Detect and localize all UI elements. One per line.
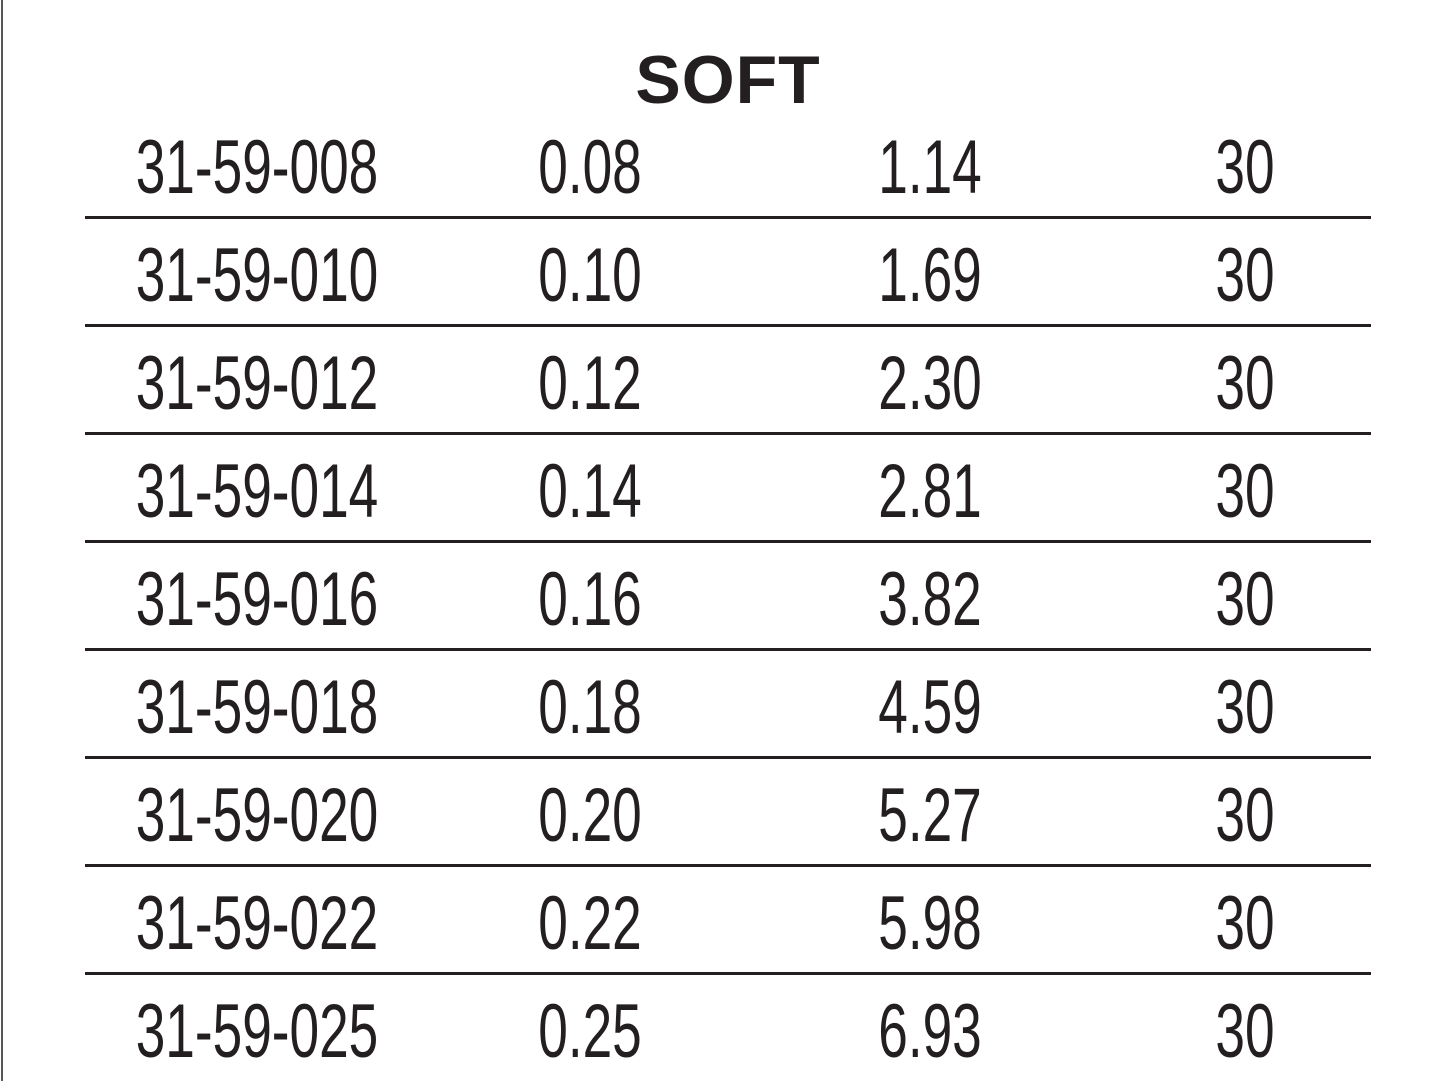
- table-cell: 0.10: [538, 233, 642, 318]
- table-title: SOFT: [635, 42, 821, 118]
- table-cell: 30: [1215, 449, 1275, 534]
- table-cell: 31-59-008: [135, 125, 379, 210]
- table-cell: 31-59-014: [135, 449, 379, 534]
- table-cell: 30: [1215, 557, 1275, 642]
- table-cell: 1.14: [878, 125, 982, 210]
- table-cell: 30: [1215, 665, 1275, 750]
- table-cell: 0.14: [538, 449, 642, 534]
- table-cell: 30: [1215, 233, 1275, 318]
- row-divider: [85, 324, 1371, 327]
- table-cell: 31-59-016: [135, 557, 379, 642]
- table-cell: 0.25: [538, 989, 642, 1074]
- table-cell: 31-59-020: [135, 773, 379, 858]
- table-cell: 0.20: [538, 773, 642, 858]
- table-cell: 0.22: [538, 881, 642, 966]
- table-cell: 31-59-012: [135, 341, 379, 426]
- border: [1, 0, 3, 1081]
- table-cell: 4.59: [878, 665, 982, 750]
- table-cell: 0.08: [538, 125, 642, 210]
- row-divider: [85, 756, 1371, 759]
- table-cell: 30: [1215, 773, 1275, 858]
- table-cell: 1.69: [878, 233, 982, 318]
- row-divider: [85, 540, 1371, 543]
- table-cell: 30: [1215, 125, 1275, 210]
- table-cell: 5.27: [878, 773, 982, 858]
- table-cell: 30: [1215, 881, 1275, 966]
- table-cell: 0.18: [538, 665, 642, 750]
- table-cell: 31-59-022: [135, 881, 379, 966]
- row-divider: [85, 972, 1371, 975]
- table-cell: 31-59-018: [135, 665, 379, 750]
- table-cell: 5.98: [878, 881, 982, 966]
- row-divider: [85, 864, 1371, 867]
- table-cell: 0.12: [538, 341, 642, 426]
- table-cell: 2.30: [878, 341, 982, 426]
- row-divider: [85, 432, 1371, 435]
- table-cell: 31-59-010: [135, 233, 379, 318]
- row-divider: [85, 648, 1371, 651]
- row-divider: [85, 216, 1371, 219]
- table-cell: 30: [1215, 341, 1275, 426]
- table-cell: 6.93: [878, 989, 982, 1074]
- table-cell: 30: [1215, 989, 1275, 1074]
- table-cell: 3.82: [878, 557, 982, 642]
- table-cell: 31-59-025: [135, 989, 379, 1074]
- table-cell: 0.16: [538, 557, 642, 642]
- table-cell: 2.81: [878, 449, 982, 534]
